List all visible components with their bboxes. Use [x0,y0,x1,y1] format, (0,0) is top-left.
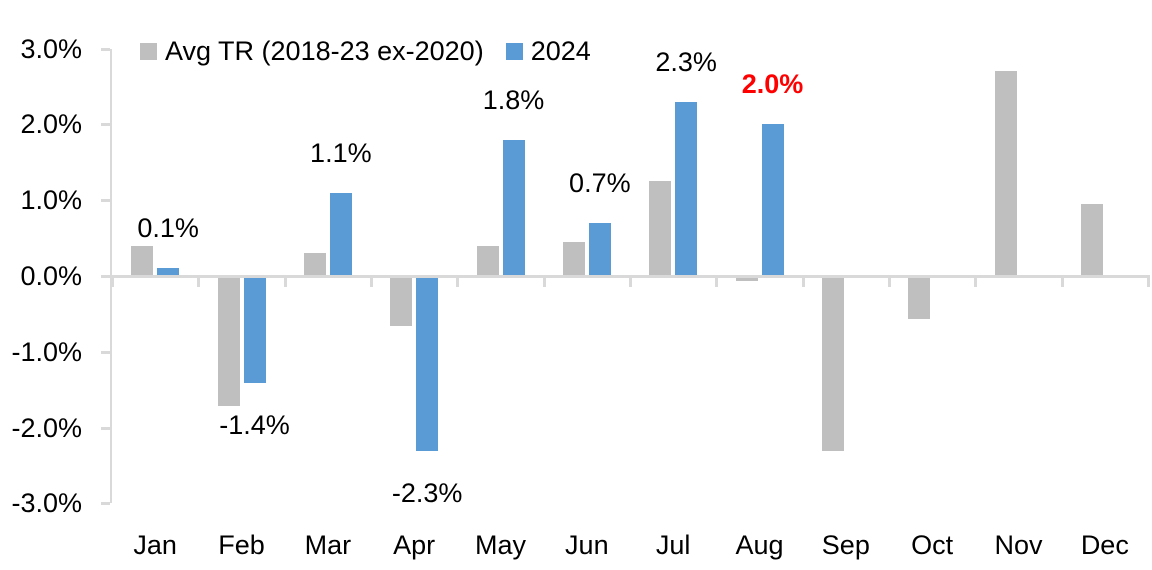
x-axis-category-label: Mar [304,530,352,560]
legend-label-2024: 2024 [530,36,591,66]
y-axis-tick-label: -3.0% [11,488,82,519]
x-axis-tick [629,278,632,287]
bar-avg-tr-sep [821,277,844,452]
bar-2024-apr [416,277,439,452]
legend-swatch-2024 [505,43,523,60]
bar-avg-tr-dec [1080,203,1103,276]
x-axis-category-label: Feb [218,530,265,560]
bar-avg-tr-aug [735,277,758,281]
y-axis-tick [101,350,110,354]
y-axis-tick [101,426,110,430]
bar-2024-jun [588,222,611,276]
x-axis-category-label: Dec [1080,530,1129,560]
x-axis-tick [283,278,287,287]
x-axis-tick [370,278,373,287]
y-axis-tick [101,123,110,127]
bar-avg-tr-oct [908,277,931,319]
y-axis-tick-label: -2.0% [11,412,82,443]
bar-2024-feb [243,277,266,384]
legend-swatch-avg-tr [140,43,157,60]
y-axis-tick [101,47,110,51]
data-label-2024-may: 1.8% [482,84,545,115]
x-axis-category-label: Nov [994,530,1043,560]
x-axis-category-label: May [474,530,526,560]
x-axis-tick [111,278,114,287]
y-axis-tick-label: 3.0% [20,33,82,64]
x-axis-tick [715,278,719,287]
legend-label-avg-tr: Avg TR (2018-23 ex-2020) [165,36,484,66]
y-axis-tick-label: 1.0% [20,185,82,216]
x-axis-category-label: Apr [393,530,436,560]
bar-2024-may [502,139,525,276]
bar-avg-tr-jan [131,245,154,276]
x-axis-line [112,275,1150,278]
x-axis-tick [1147,278,1150,287]
bar-2024-jul [675,101,698,276]
y-axis-tick [101,275,110,278]
data-label-2024-jun: 0.7% [569,167,631,198]
legend-item-avg-tr: Avg TR (2018-23 ex-2020) [140,36,484,67]
x-axis-tick [542,278,546,287]
bar-avg-tr-may [476,245,499,276]
bar-avg-tr-apr [390,277,413,327]
data-label-2024-jul: 2.3% [655,46,717,77]
bar-avg-tr-jun [562,241,585,276]
x-axis-category-label: Oct [911,530,954,560]
data-label-2024-feb: -1.4% [219,410,290,441]
y-axis-tick [101,502,110,506]
x-axis-category-label: Sep [821,530,870,560]
bar-avg-tr-jul [649,181,672,276]
x-axis-tick [456,278,460,287]
data-label-2024-jan: 0.1% [137,213,199,244]
x-axis-tick [888,278,891,287]
y-axis-tick-label: 2.0% [20,109,82,140]
y-axis-tick [101,199,110,203]
x-axis-tick [801,278,805,287]
y-axis-line [110,48,112,504]
bar-avg-tr-mar [303,253,326,276]
x-axis-category-label: Aug [735,530,784,560]
bar-avg-tr-feb [217,277,240,406]
y-axis-tick-label: 0.0% [20,261,82,291]
data-label-2024-apr: -2.3% [391,478,463,509]
chart-legend: Avg TR (2018-23 ex-2020) 2024 [140,36,591,67]
data-label-2024-mar: 1.1% [310,137,372,168]
legend-item-2024: 2024 [505,36,591,67]
bar-avg-tr-nov [994,71,1017,276]
bar-2024-jan [157,268,180,276]
x-axis-tick [1060,278,1064,287]
x-axis-tick [974,278,978,287]
x-axis-tick [197,278,201,287]
data-label-2024-aug: 2.0% [741,69,804,100]
bar-2024-aug [761,124,784,276]
x-axis-category-label: Jan [133,530,177,560]
x-axis-category-label: Jul [655,530,691,560]
y-axis-tick-label: -1.0% [11,336,82,367]
bar-2024-mar [329,192,352,276]
x-axis-category-label: Jun [565,530,609,560]
